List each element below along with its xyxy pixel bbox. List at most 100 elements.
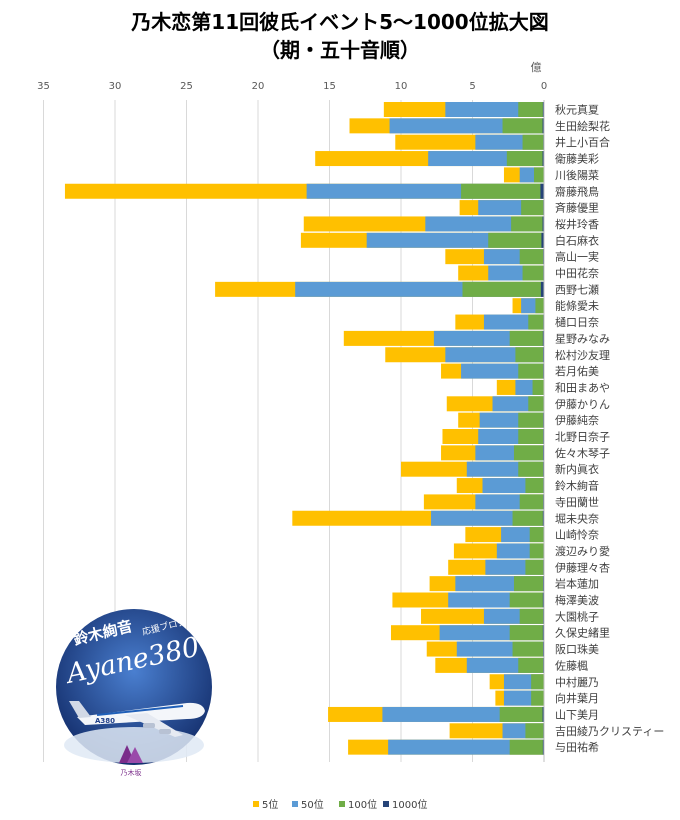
bar-1000位-与田祐希 <box>542 739 544 755</box>
airplane-icon: A380 <box>69 701 205 737</box>
badge-text: 乃木坂 <box>121 768 142 777</box>
bar-100位-山崎怜奈 <box>529 527 544 543</box>
cloud-shape <box>64 727 204 763</box>
category-label: 阪口珠美 <box>555 642 599 656</box>
bar-1000位-西野七瀬 <box>540 281 544 297</box>
bar-100位-生田絵梨花 <box>502 118 544 134</box>
x-tick-label: 30 <box>109 81 122 92</box>
category-label: 川後陽菜 <box>555 168 599 182</box>
legend-label: 1000位 <box>392 798 427 811</box>
bar-100位-和田まあや <box>532 379 544 395</box>
category-label: 松村沙友理 <box>555 348 610 362</box>
bar-100位-能條愛未 <box>535 298 544 314</box>
legend-label: 50位 <box>301 798 324 811</box>
bar-100位-寺田蘭世 <box>519 494 544 510</box>
bar-100位-桜井玲香 <box>511 216 544 232</box>
bar-1000位-久保史緒里 <box>542 625 544 641</box>
bar-100位-山下美月 <box>499 706 544 722</box>
bar-100位-堀未央奈 <box>512 510 544 526</box>
category-label: 新内眞衣 <box>555 462 599 476</box>
bar-100位-吉田綾乃クリスティー <box>525 723 544 739</box>
bar-100位-若月佑美 <box>518 363 544 379</box>
bar-100位-伊藤理々杏 <box>525 559 544 575</box>
logo-circle <box>56 609 212 765</box>
bar-1000位-生田絵梨花 <box>542 118 544 134</box>
bar-100位-新内眞衣 <box>518 461 544 477</box>
category-label: 中村麗乃 <box>555 675 599 689</box>
bar-1000位-松村沙友理 <box>542 347 544 363</box>
chart-title-line2: （期・五十音順） <box>260 38 420 62</box>
bar-100位-大園桃子 <box>519 608 544 624</box>
x-tick-label: 0 <box>541 81 547 92</box>
category-label: 鈴木絢音 <box>555 479 599 493</box>
bar-1000位-岩本蓮加 <box>542 576 544 592</box>
blog-logo: 鈴木絢音 応援ブログ Ayane380 A380 乃木坂 <box>56 609 212 777</box>
category-label: 佐藤楓 <box>555 658 588 672</box>
category-label: 能條愛未 <box>555 299 599 313</box>
x-tick-label: 15 <box>323 81 336 92</box>
bar-1000位-星野みなみ <box>542 330 544 346</box>
legend-swatch <box>383 801 389 807</box>
category-label: 斉藤優里 <box>555 201 599 215</box>
bar-1000位-秋元真夏 <box>542 102 544 117</box>
category-label: 大園桃子 <box>555 609 599 623</box>
category-label: 井上小百合 <box>555 135 610 149</box>
bar-100位-星野みなみ <box>509 330 544 346</box>
x-tick-label: 35 <box>37 81 50 92</box>
badge-icon: 乃木坂 <box>119 745 143 777</box>
bar-100位-与田祐希 <box>509 739 544 755</box>
category-labels: 秋元真夏生田絵梨花井上小百合衛藤美彩川後陽菜齋藤飛鳥斉藤優里桜井玲香白石麻衣高山… <box>555 103 664 755</box>
legend-swatch <box>339 801 345 807</box>
bar-100位-伊藤かりん <box>528 396 544 412</box>
bars <box>64 102 544 755</box>
category-label: 渡辺みり愛 <box>555 544 610 558</box>
category-label: 衛藤美彩 <box>555 153 599 166</box>
bar-100位-久保史緒里 <box>509 625 544 641</box>
bar-1000位-阪口珠美 <box>542 641 544 657</box>
bar-100位-渡辺みり愛 <box>529 543 544 559</box>
bar-100位-中村麗乃 <box>531 674 544 690</box>
bar-1000位-堀未央奈 <box>542 510 544 526</box>
bar-100位-中田花奈 <box>522 265 544 281</box>
category-label: 若月佑美 <box>555 364 599 378</box>
bar-1000位-白石麻衣 <box>541 232 544 248</box>
category-label: 山下美月 <box>555 708 599 721</box>
legend-label: 100位 <box>348 798 377 811</box>
bar-100位-鈴木絢音 <box>525 478 544 494</box>
category-label: 星野みなみ <box>555 332 610 345</box>
plane-model-text: A380 <box>95 717 115 725</box>
bar-1000位-衛藤美彩 <box>542 151 544 167</box>
category-label: 西野七瀬 <box>555 282 599 296</box>
category-label: 佐々木琴子 <box>555 446 610 460</box>
bar-100位-梅澤美波 <box>509 592 544 608</box>
legend-label: 5位 <box>262 798 278 811</box>
bar-1000位-梅澤美波 <box>542 592 544 608</box>
bar-100位-衛藤美彩 <box>506 151 544 167</box>
bar-100位-岩本蓮加 <box>513 576 544 592</box>
category-label: 向井葉月 <box>555 691 599 705</box>
bar-100位-北野日奈子 <box>518 429 544 444</box>
category-label: 樋口日奈 <box>555 315 599 329</box>
chart-title-line1: 乃木恋第11回彼氏イベント5〜1000位拡大図 <box>131 10 549 34</box>
bar-100位-白石麻衣 <box>488 232 544 248</box>
bar-100位-秋元真夏 <box>518 102 544 117</box>
bar-100位-伊藤純奈 <box>518 412 544 428</box>
x-tick-label: 25 <box>180 81 193 92</box>
bar-100位-佐々木琴子 <box>513 445 544 461</box>
bar-100位-川後陽菜 <box>533 167 544 183</box>
category-label: 秋元真夏 <box>555 103 599 117</box>
legend-swatch <box>253 801 259 807</box>
legend: 5位 50位 100位 1000位 <box>253 798 427 811</box>
x-tick-label: 5 <box>469 81 475 92</box>
bar-100位-佐藤楓 <box>518 657 544 673</box>
category-label: 堀未央奈 <box>555 511 599 525</box>
bar-50位-与田祐希 <box>388 739 544 755</box>
bar-100位-阪口珠美 <box>512 641 544 657</box>
bar-1000位-山下美月 <box>542 706 544 722</box>
category-label: 与田祐希 <box>555 740 599 754</box>
x-tick-label: 10 <box>395 81 408 92</box>
bar-100位-齋藤飛鳥 <box>461 183 544 199</box>
category-label: 桜井玲香 <box>555 217 599 231</box>
bar-100位-樋口日奈 <box>528 314 544 330</box>
bar-100位-松村沙友理 <box>515 347 544 363</box>
